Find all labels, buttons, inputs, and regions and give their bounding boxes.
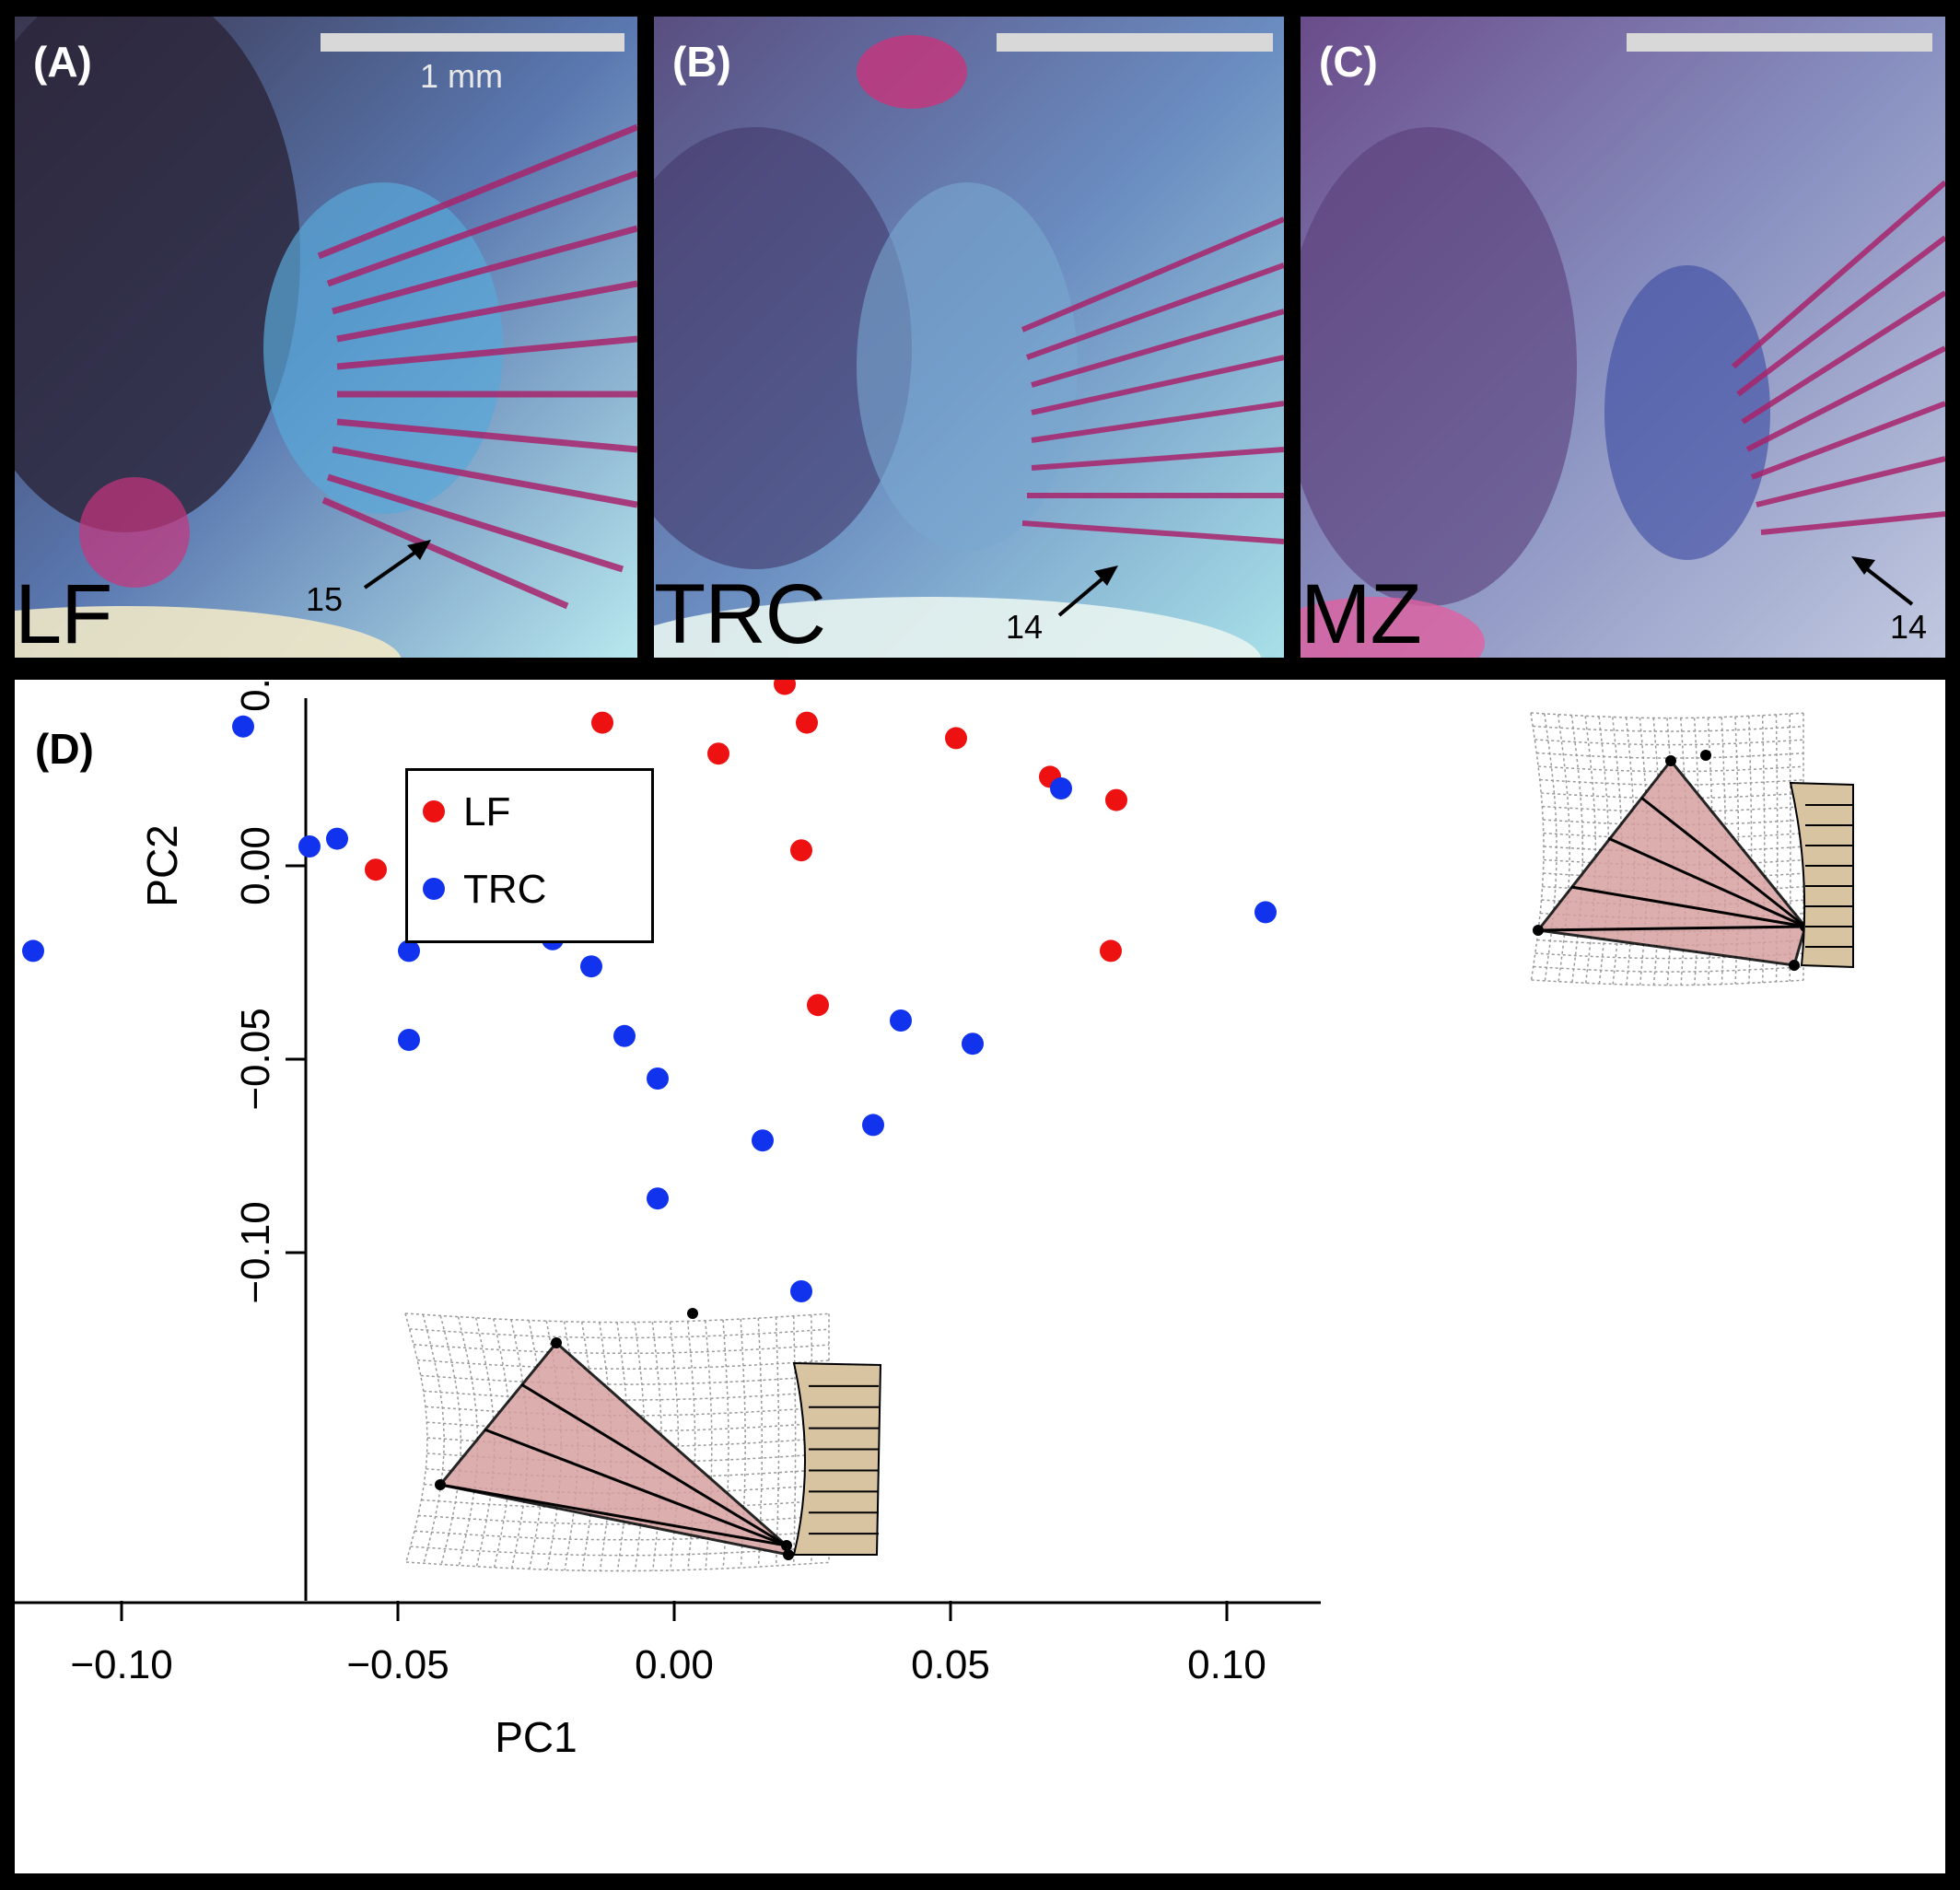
grid-line [404, 1312, 428, 1563]
point-lf [365, 858, 387, 881]
x-tick-label: −0.10 [70, 1642, 172, 1687]
grid-line [1557, 714, 1570, 982]
point-lf [945, 727, 967, 750]
y-tick-label: 0.00 [233, 826, 278, 905]
grid-line [409, 1328, 830, 1339]
grid-line [417, 1359, 830, 1370]
grid-line [405, 1561, 830, 1572]
point-trc [1254, 901, 1277, 924]
point-lf [807, 994, 829, 1017]
pca-plot-panel: (D) −0.15−0.10−0.050. [15, 680, 1945, 1873]
grid-line [425, 1406, 830, 1417]
grid-line [775, 1316, 780, 1567]
x-tick-label: −0.05 [346, 1642, 449, 1687]
point-lf [774, 680, 796, 695]
arrow-count-label-c: 14 [1890, 608, 1928, 646]
legend-label-trc: TRC [463, 867, 547, 912]
plot-axes: −0.15−0.10−0.050.000.050.100.100.050.00−… [15, 680, 1321, 1761]
scale-bar [1627, 33, 1932, 52]
legend-item-lf: LF [423, 789, 511, 835]
point-trc [752, 1129, 774, 1152]
y-axis-label: PC2 [138, 824, 186, 906]
species-label-mz: MZ [1301, 567, 1422, 658]
point-lf [1100, 939, 1122, 962]
grid-line [423, 1390, 830, 1401]
point-trc [613, 1024, 636, 1047]
x-tick-label: 0.10 [1187, 1642, 1266, 1687]
y-tick-label: −0.10 [233, 1201, 278, 1303]
point-trc [22, 939, 44, 962]
grid-line [422, 1314, 445, 1564]
legend-marker-trc [423, 878, 445, 900]
photo-panel-c: (C) 14 MZ [1301, 17, 1945, 658]
point-trc [862, 1114, 884, 1137]
species-label-trc: TRC [654, 567, 826, 658]
grid-line [410, 1546, 830, 1557]
grid-line [1542, 805, 1804, 812]
grid-line [1543, 858, 1804, 866]
point-trc [298, 835, 321, 858]
point-trc [790, 1280, 812, 1302]
point-trc [647, 1068, 669, 1090]
point-trc [398, 1029, 420, 1051]
legend: LF TRC [405, 768, 654, 943]
photo-panel-a: 1 mm (A) 15 LF [15, 17, 637, 658]
point-lf [707, 742, 729, 765]
deformation-grid-inset-positive [1530, 712, 1854, 986]
x-axis-label: PC1 [495, 1713, 577, 1761]
legend-marker-lf [423, 800, 445, 822]
scale-bar-label: 1 mm [420, 57, 503, 95]
pca-scatter-plot: −0.15−0.10−0.050.000.050.100.100.050.00−… [15, 680, 1854, 1761]
arrow-count-label-a: 15 [306, 580, 344, 618]
grid-line [1543, 819, 1804, 826]
arrow-count-label-b: 14 [1006, 608, 1044, 646]
grid-line [421, 1499, 830, 1510]
point-lf [1105, 788, 1127, 811]
point-trc [1050, 777, 1072, 799]
photo-panel-b: (B) 14 TRC [654, 17, 1284, 658]
grid-line [1530, 712, 1804, 719]
grid-line [1543, 832, 1804, 839]
legend-label-lf: LF [463, 789, 511, 834]
grid-line [1533, 965, 1804, 973]
panel-label-b: (B) [672, 38, 731, 86]
x-tick-label: 0.00 [635, 1642, 714, 1687]
scale-bar [321, 33, 624, 52]
grid-line [417, 1514, 830, 1525]
grid-line [1533, 725, 1804, 732]
grid-line [1534, 739, 1804, 746]
point-trc [890, 1009, 912, 1032]
data-points [22, 680, 1277, 1302]
point-trc [326, 827, 348, 850]
grid-line [1543, 846, 1804, 853]
species-label-lf: LF [15, 567, 112, 658]
y-tick-label: 0.05 [233, 680, 278, 712]
point-trc [232, 715, 254, 738]
point-lf [591, 711, 613, 734]
point-lf [796, 711, 818, 734]
point-trc [398, 939, 420, 962]
point-lf [790, 839, 812, 862]
deformation-grid-inset-negative [404, 1308, 882, 1572]
grid-line [1531, 979, 1804, 986]
panel-label-a: (A) [33, 38, 92, 86]
grid-line [420, 1374, 830, 1385]
grid-line [404, 1312, 830, 1324]
point-trc [647, 1187, 669, 1210]
y-tick-label: −0.05 [233, 1008, 278, 1110]
panel-label-d: (D) [35, 725, 94, 773]
panel-label-c: (C) [1319, 38, 1378, 86]
point-trc [962, 1032, 984, 1056]
legend-item-trc: TRC [423, 867, 547, 913]
scale-bar [997, 33, 1273, 52]
point-trc [580, 955, 602, 978]
x-tick-label: 0.05 [911, 1642, 990, 1687]
